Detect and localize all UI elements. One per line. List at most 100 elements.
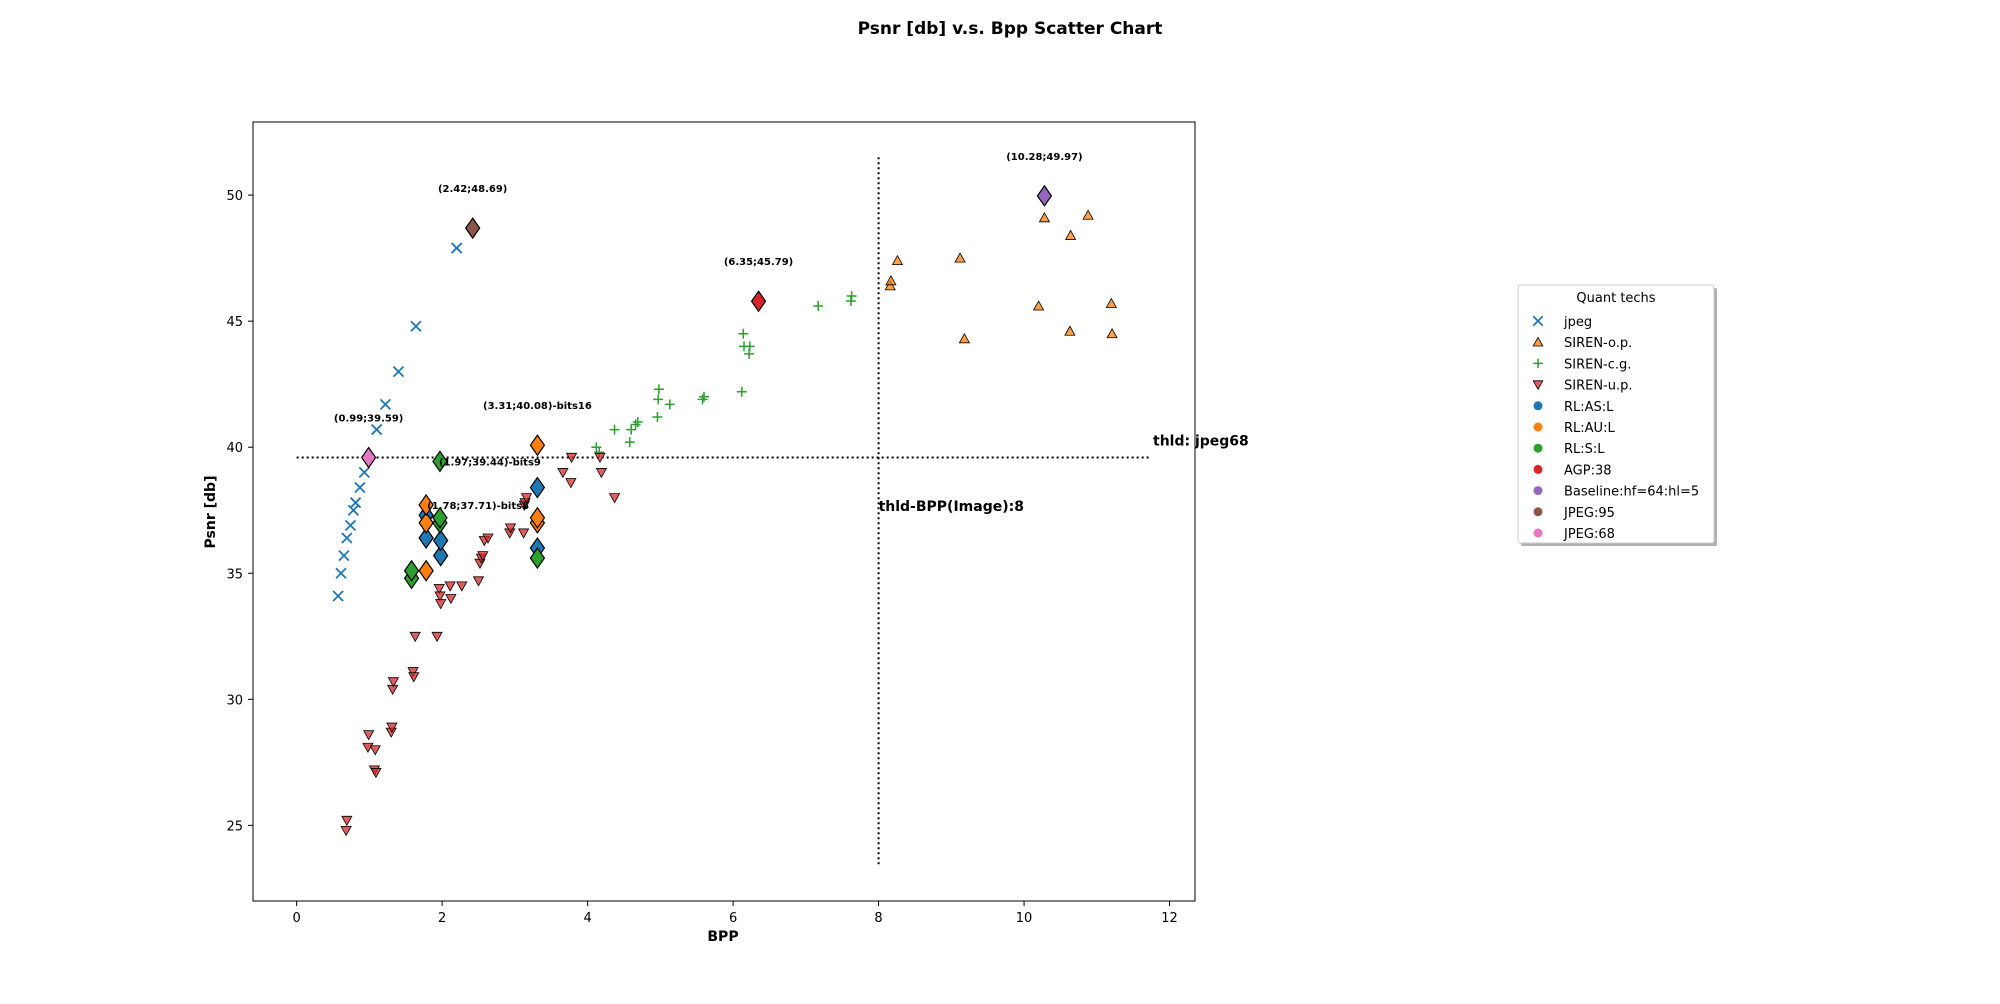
- data-point: [418, 559, 434, 582]
- data-point: [736, 386, 747, 397]
- data-point: [529, 547, 546, 570]
- series-baseline-hf-64-hl-5: [1036, 184, 1053, 207]
- series-jpeg-68: [360, 446, 377, 469]
- data-point: [418, 511, 434, 534]
- series-agp-38: [750, 290, 767, 313]
- data-point: [626, 424, 637, 435]
- data-point: [418, 526, 434, 550]
- x-tick-label: 8: [874, 911, 882, 926]
- data-point: [482, 533, 494, 544]
- data-point: [362, 730, 375, 741]
- series-siren-o-p-: [884, 209, 1118, 344]
- data-point: [387, 677, 400, 688]
- legend-marker: [1533, 358, 1543, 369]
- point-annotation: (6.35;45.79): [724, 257, 793, 268]
- data-point: [1064, 325, 1076, 336]
- point-annotation: (0.99;39.59): [334, 414, 403, 425]
- legend: Quant techs jpeg SIREN-o.p. SIREN-c.g. SIREN…: [1517, 284, 1717, 546]
- data-point: [434, 599, 447, 610]
- data-point: [884, 280, 896, 291]
- data-point: [341, 532, 353, 544]
- legend-entry: JPEG:95: [1533, 506, 1615, 521]
- x-tick-label: 2: [438, 911, 446, 926]
- y-tick-label: 40: [226, 441, 243, 456]
- data-point: [418, 493, 434, 516]
- x-tick-label: 6: [729, 911, 737, 926]
- data-point: [891, 254, 904, 266]
- data-point: [403, 559, 420, 582]
- legend-entry: Baseline:hf=64:hl=5: [1533, 485, 1699, 500]
- data-point: [1082, 209, 1094, 220]
- data-point: [338, 549, 350, 562]
- data-point: [664, 399, 675, 410]
- data-point: [340, 826, 352, 837]
- data-point: [349, 497, 362, 509]
- data-point: [632, 417, 643, 428]
- data-point: [591, 442, 602, 453]
- legend-label: SIREN-o.p.: [1564, 336, 1632, 351]
- data-point: [344, 519, 357, 532]
- point-annotation: (3.31;40.08)-bits16: [483, 401, 592, 412]
- legend-entry: SIREN-o.p.: [1532, 336, 1632, 351]
- data-point: [433, 583, 445, 595]
- data-point: [565, 478, 577, 489]
- legend-marker: [1533, 464, 1543, 474]
- legend-marker: [1533, 486, 1543, 496]
- data-point: [698, 391, 709, 402]
- data-point: [432, 450, 448, 473]
- legend-marker: [1533, 422, 1543, 432]
- legend-label: JPEG:95: [1563, 506, 1615, 521]
- data-point: [846, 290, 857, 301]
- data-point: [529, 434, 546, 457]
- chart-title: Psnr [db] v.s. Bpp Scatter Chart: [858, 19, 1163, 39]
- legend-marker: [1532, 336, 1544, 347]
- data-point: [369, 745, 381, 756]
- data-point: [392, 365, 405, 378]
- data-point: [408, 672, 420, 683]
- data-point: [354, 481, 366, 494]
- data-point: [813, 301, 824, 312]
- data-point: [432, 506, 448, 529]
- data-point: [565, 452, 578, 464]
- point-annotation: (1.97;39.44)-bits9: [439, 457, 541, 468]
- legend-marker: [1533, 507, 1543, 517]
- data-point: [954, 252, 966, 263]
- data-point: [1064, 229, 1077, 240]
- data-point: [624, 437, 635, 448]
- data-point: [504, 523, 517, 534]
- data-point: [958, 332, 971, 344]
- series-jpeg-95: [464, 217, 481, 240]
- data-point: [379, 398, 392, 410]
- legend-label: JPEG:68: [1563, 527, 1615, 542]
- data-point: [432, 544, 449, 567]
- data-point: [529, 506, 546, 529]
- legend-entry: JPEG:68: [1533, 527, 1615, 542]
- data-point: [1106, 327, 1118, 339]
- legend-label: Baseline:hf=64:hl=5: [1564, 485, 1699, 500]
- point-annotation: (2.42;48.69): [438, 184, 507, 195]
- data-point: [630, 419, 641, 430]
- threshold-label-vertical: thld-BPP(Image):8: [879, 499, 1024, 515]
- data-point: [410, 320, 422, 332]
- y-tick-label: 50: [226, 189, 243, 204]
- data-point: [386, 684, 399, 696]
- data-point: [451, 242, 463, 254]
- data-point: [434, 591, 446, 602]
- data-point: [445, 594, 457, 605]
- data-point: [409, 631, 421, 643]
- data-point: [517, 528, 530, 539]
- legend-entry: SIREN-u.p.: [1532, 379, 1633, 394]
- data-point: [432, 529, 449, 552]
- y-tick-label: 45: [226, 315, 243, 330]
- point-annotation: (10.28;49.97): [1006, 152, 1082, 163]
- data-point: [520, 493, 533, 504]
- legend-marker: [1533, 528, 1543, 538]
- data-point: [444, 581, 456, 592]
- series-siren-c-g-: [591, 290, 857, 458]
- data-point: [386, 722, 398, 733]
- point-annotation: (1.78;37.71)-bits8: [427, 501, 529, 512]
- threshold-label-horizontal: thld: jpeg68: [1153, 434, 1249, 450]
- legend-label: AGP:38: [1564, 463, 1612, 478]
- legend-box: [1517, 284, 1715, 544]
